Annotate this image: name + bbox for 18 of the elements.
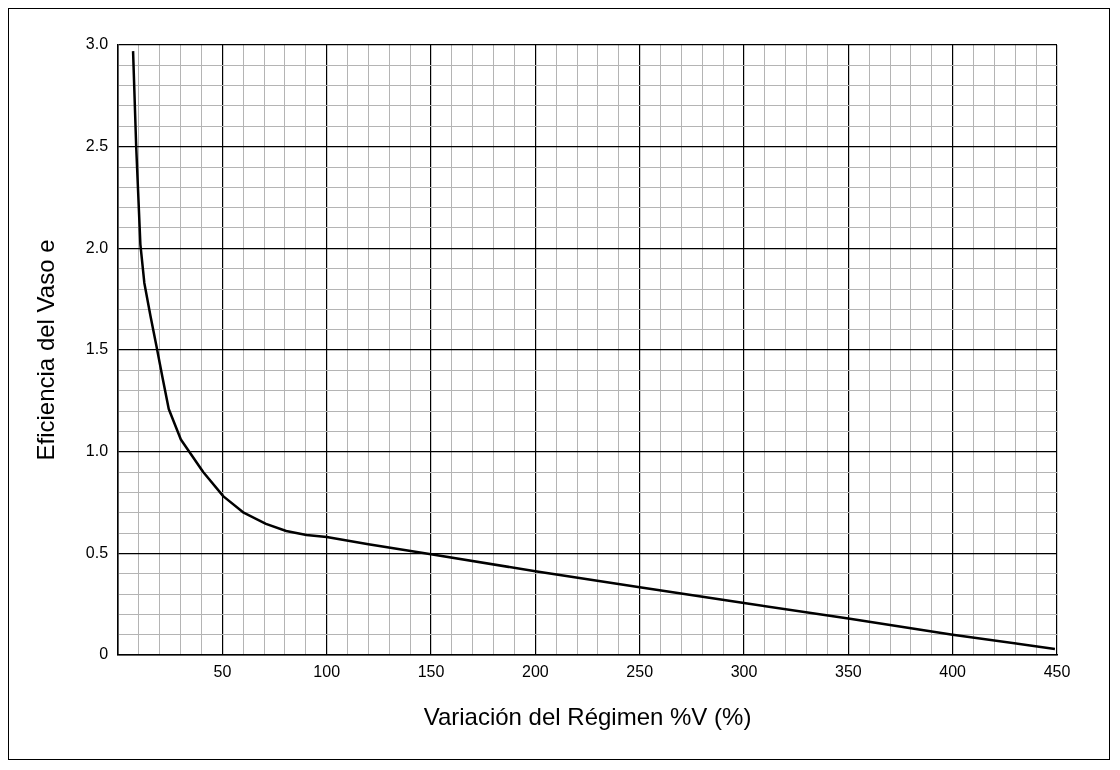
- y-tick-label: 3.0: [85, 35, 109, 53]
- y-tick-label: 1.0: [85, 442, 109, 460]
- x-tick-label: 300: [730, 663, 758, 681]
- y-tick-label: 2.0: [85, 238, 109, 256]
- x-tick-label: 350: [834, 663, 862, 681]
- y-tick-label: 0.5: [85, 543, 109, 561]
- x-tick-label: 400: [939, 663, 967, 681]
- x-tick-label: 100: [313, 663, 341, 681]
- x-tick-label: 450: [1043, 663, 1071, 681]
- y-axis-title: Eficiencia del Vaso e: [32, 239, 60, 461]
- x-axis-title: Variación del Régimen %V (%): [423, 703, 752, 731]
- x-tick-label: 200: [522, 663, 549, 681]
- y-tick-label: 0: [99, 645, 109, 663]
- x-tick-label: 50: [213, 663, 232, 681]
- x-tick-label: 250: [626, 663, 654, 681]
- y-tick-label: 2.5: [85, 137, 109, 155]
- x-tick-label: 150: [417, 663, 445, 681]
- y-tick-label: 1.5: [85, 340, 109, 358]
